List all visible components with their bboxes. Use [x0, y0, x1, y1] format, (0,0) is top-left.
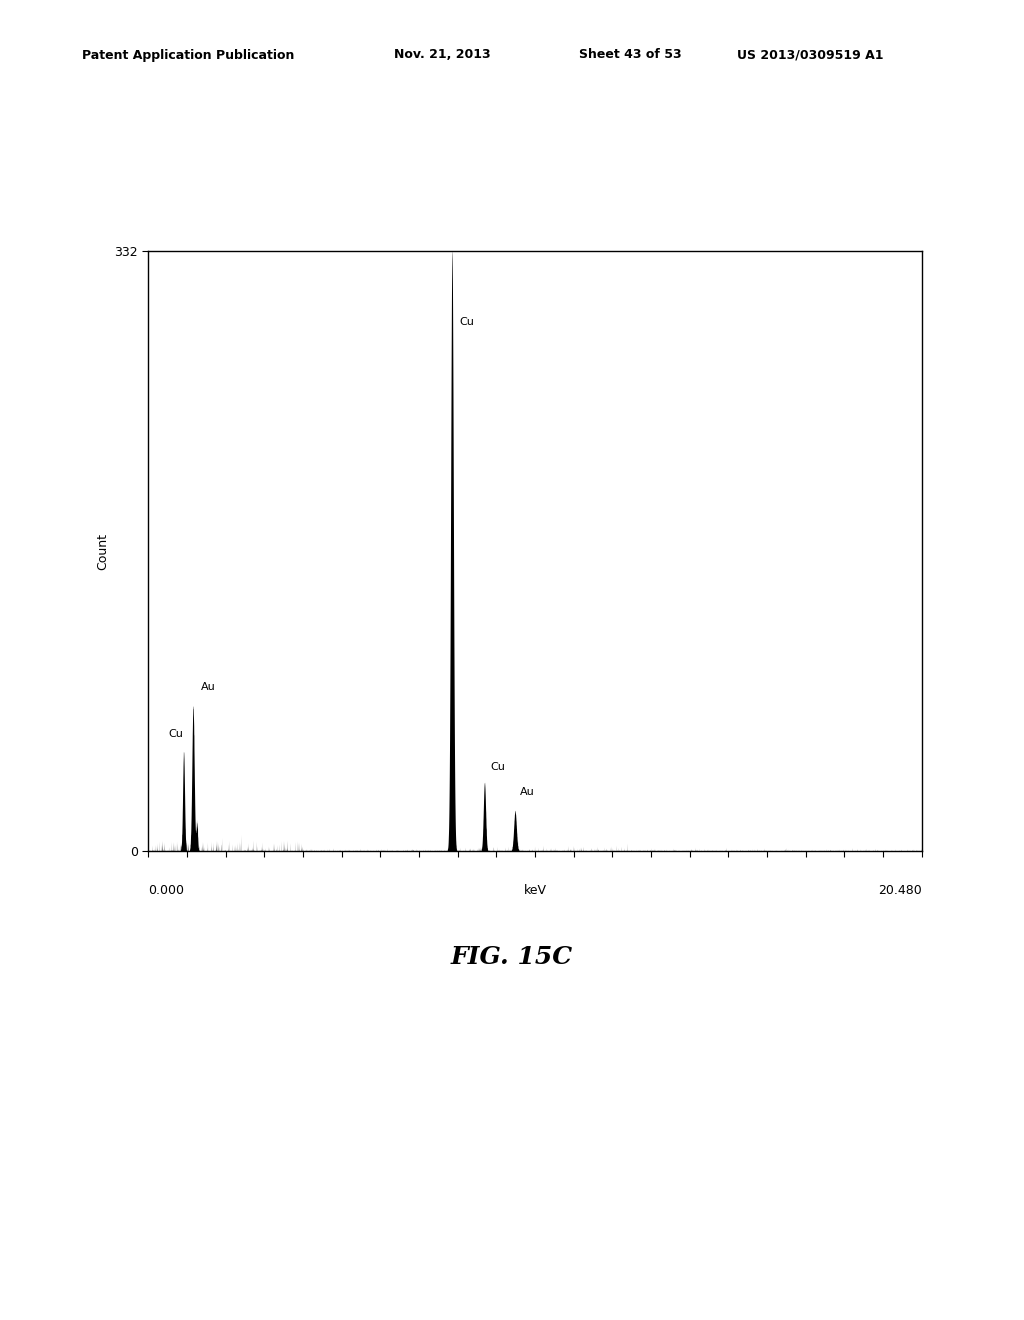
Text: Cu: Cu: [168, 729, 183, 739]
Text: Nov. 21, 2013: Nov. 21, 2013: [394, 49, 490, 62]
Text: 0.000: 0.000: [148, 884, 184, 898]
Text: Cu: Cu: [490, 762, 505, 772]
Text: 20.480: 20.480: [878, 884, 922, 898]
Text: Au: Au: [520, 787, 536, 797]
Y-axis label: Count: Count: [96, 532, 109, 570]
Text: US 2013/0309519 A1: US 2013/0309519 A1: [737, 49, 884, 62]
Text: keV: keV: [523, 884, 547, 898]
Text: FIG. 15C: FIG. 15C: [451, 945, 573, 969]
Text: Cu: Cu: [460, 317, 474, 327]
Text: Au: Au: [201, 682, 215, 692]
Text: Sheet 43 of 53: Sheet 43 of 53: [579, 49, 681, 62]
Text: Patent Application Publication: Patent Application Publication: [82, 49, 294, 62]
